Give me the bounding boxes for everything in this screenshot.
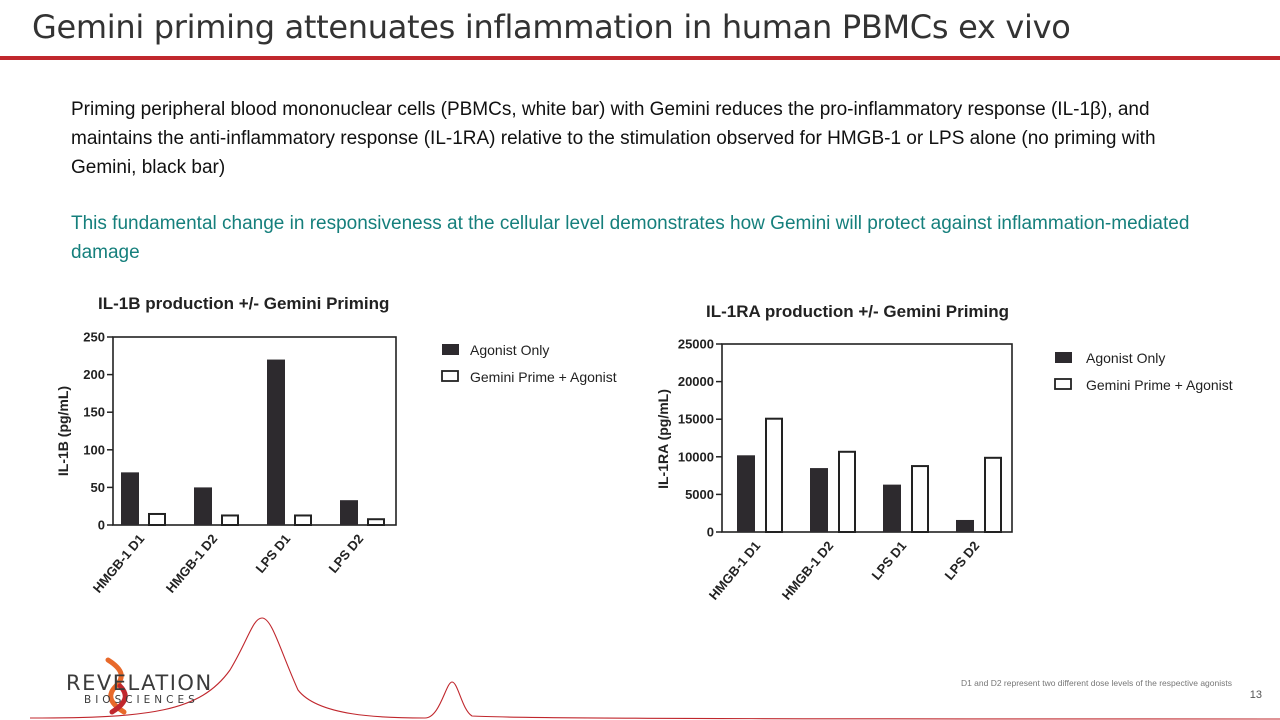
x-category-label: HMGB-1 D1 [90,531,147,595]
footnote: D1 and D2 represent two different dose l… [960,678,1232,688]
x-category-label: LPS D2 [326,531,367,576]
chart-title: IL-1B production +/- Gemini Priming [98,294,389,313]
x-category-label: HMGB-1 D2 [779,538,836,602]
y-tick-label: 200 [83,367,105,382]
x-category-label: HMGB-1 D1 [706,538,763,602]
legend: Agonist Only Gemini Prime + Agonist [1054,350,1233,393]
bar-gemini-prime [911,465,929,534]
y-tick-label: 150 [83,405,105,420]
y-tick-label: 50 [91,480,105,495]
bar-agonist-only [121,472,139,525]
legend-swatch-agonist [1055,352,1072,363]
bar-gemini-prime [221,514,239,526]
bar-gemini-prime [367,518,385,526]
logo-wordmark: REVELATION [66,671,213,695]
legend: Agonist Only Gemini Prime + Agonist [441,342,617,385]
decorative-peak-line [29,617,1280,720]
bar-agonist-only [267,359,285,525]
title-divider [0,56,1280,60]
bar-agonist-only [883,484,901,532]
y-axis-label: IL-1RA (pg/mL) [655,389,671,489]
logo-helix-icon [105,657,128,715]
bar-agonist-only [737,455,755,532]
y-tick-label: 250 [83,330,105,345]
legend-swatch-agonist [442,344,459,355]
x-category-label: LPS D2 [942,538,983,583]
y-tick-label: 10000 [678,449,714,464]
chart-title: IL-1RA production +/- Gemini Priming [706,302,1009,321]
logo-subtitle: BIOSCIENCES [84,694,199,706]
slide-title: Gemini priming attenuates inflammation i… [32,8,1071,46]
il1ra-chart: IL-1RA production +/- Gemini Priming IL-… [655,302,1233,603]
y-axis-label: IL-1B (pg/mL) [55,386,71,476]
conclusion-paragraph: This fundamental change in responsivenes… [71,213,1190,263]
x-category-label: LPS D1 [253,531,294,576]
plot-frame [721,343,1013,533]
legend-label-agonist: Agonist Only [470,342,549,358]
description-paragraph: Priming peripheral blood mononuclear cel… [71,99,1156,178]
il1b-chart: IL-1B production +/- Gemini Priming IL-1… [55,294,617,596]
x-category-label: HMGB-1 D2 [163,531,220,595]
y-tick-label: 0 [98,518,105,533]
legend-label-agonist: Agonist Only [1086,350,1165,366]
bar-gemini-prime [148,512,166,527]
y-tick-label: 20000 [678,374,714,389]
legend-swatch-gemini [441,370,459,382]
y-tick-label: 5000 [685,487,714,502]
x-category-label: LPS D1 [869,538,910,583]
y-tick-label: 100 [83,442,105,457]
y-tick-label: 25000 [678,337,714,352]
bar-agonist-only [340,500,358,525]
bar-gemini-prime [765,417,783,533]
bar-agonist-only [810,468,828,532]
bar-gemini-prime [838,450,856,533]
legend-label-gemini: Gemini Prime + Agonist [1086,377,1233,393]
legend-swatch-gemini [1054,378,1072,390]
bar-agonist-only [194,487,212,525]
page-number: 13 [1249,689,1262,701]
legend-label-gemini: Gemini Prime + Agonist [470,369,617,385]
y-tick-label: 15000 [678,412,714,427]
bar-agonist-only [956,519,974,532]
bar-gemini-prime [984,456,1002,533]
plot-frame [112,336,397,526]
bar-gemini-prime [294,514,312,526]
y-tick-label: 0 [707,525,714,540]
